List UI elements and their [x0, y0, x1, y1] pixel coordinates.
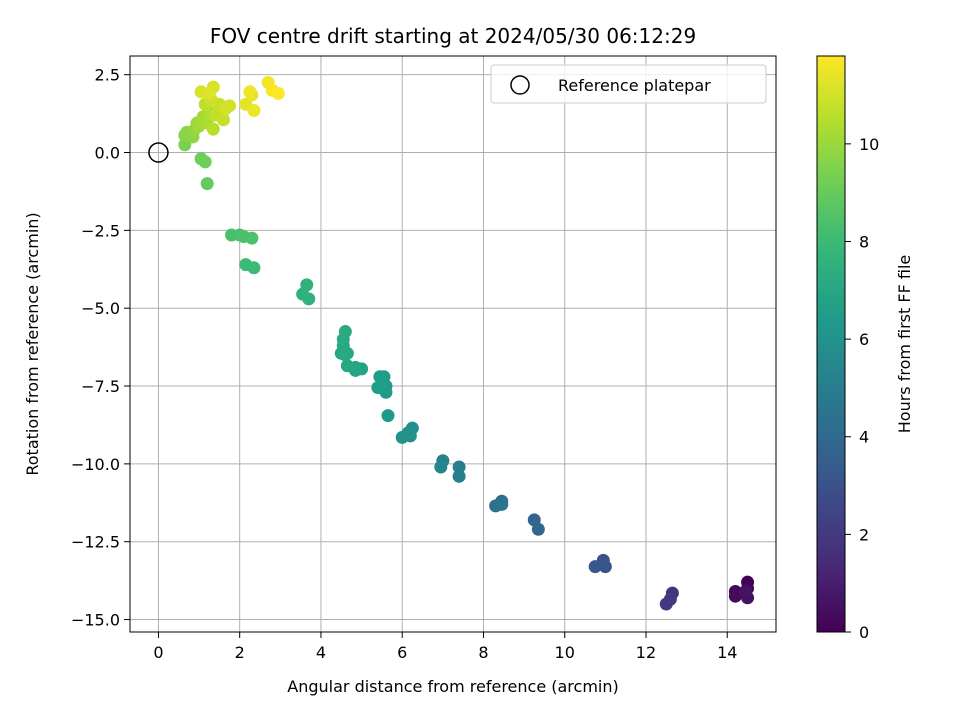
data-point [247, 261, 261, 275]
legend-entry: Reference platepar [558, 76, 711, 95]
x-axis-ticks: 0 2 4 6 8 10 12 14 [153, 632, 737, 662]
data-points [178, 75, 755, 611]
colorbar-tick-label: 0 [859, 623, 869, 642]
x-tick-label: 2 [235, 643, 245, 662]
chart-title: FOV centre drift starting at 2024/05/30 … [210, 24, 696, 48]
y-tick-label: −10.0 [71, 455, 120, 474]
data-point [223, 99, 237, 113]
data-point [202, 86, 216, 100]
colorbar [816, 55, 846, 633]
y-tick-label: −2.5 [81, 221, 120, 240]
legend: Reference platepar [490, 64, 767, 104]
data-point [588, 560, 602, 574]
x-tick-label: 6 [397, 643, 407, 662]
y-tick-label: −5.0 [81, 299, 120, 318]
data-point [245, 231, 259, 245]
colorbar-label: Hours from first FF file [895, 255, 914, 434]
data-point [495, 497, 509, 511]
data-point [381, 409, 395, 423]
data-point [206, 122, 220, 136]
data-point [200, 177, 214, 191]
data-point [452, 460, 466, 474]
colorbar-tick-label: 10 [859, 135, 879, 154]
x-tick-label: 0 [153, 643, 163, 662]
y-axis-label: Rotation from reference (arcmin) [23, 212, 42, 475]
data-point [340, 359, 354, 373]
y-tick-label: 0.0 [95, 144, 120, 163]
data-point [728, 589, 742, 603]
data-point [434, 460, 448, 474]
data-point [531, 522, 545, 536]
data-point [247, 103, 261, 117]
y-tick-label: −12.5 [71, 533, 120, 552]
grid [130, 56, 776, 632]
data-point [739, 585, 753, 599]
colorbar-tick-label: 4 [859, 428, 869, 447]
x-tick-label: 8 [478, 643, 488, 662]
y-tick-label: −15.0 [71, 611, 120, 630]
data-point [178, 138, 192, 152]
x-tick-label: 12 [636, 643, 656, 662]
data-point [338, 325, 352, 339]
colorbar-ticks: 0 2 4 6 8 10 [845, 135, 879, 642]
y-axis-ticks: 2.5 0.0 −2.5 −5.0 −7.5 −10.0 −12.5 −15.0 [71, 66, 130, 630]
colorbar-tick-label: 2 [859, 525, 869, 544]
x-tick-label: 10 [555, 643, 575, 662]
legend-marker [510, 75, 530, 95]
y-tick-label: −7.5 [81, 377, 120, 396]
data-point [338, 348, 352, 362]
data-point [375, 376, 389, 390]
data-point [452, 469, 466, 483]
data-point [401, 426, 415, 440]
x-tick-label: 4 [316, 643, 326, 662]
data-point [659, 597, 673, 611]
data-point [271, 86, 285, 100]
data-point [216, 113, 230, 127]
data-point [198, 155, 212, 169]
reference-marker [148, 142, 169, 163]
reference-point [148, 142, 169, 163]
data-point [243, 85, 257, 99]
x-axis-label: Angular distance from reference (arcmin) [287, 677, 618, 696]
legend-box [490, 64, 767, 104]
colorbar-tick-label: 8 [859, 232, 869, 251]
data-point [302, 292, 316, 306]
data-point [598, 560, 612, 574]
colorbar-tick-label: 6 [859, 330, 869, 349]
y-tick-label: 2.5 [95, 66, 120, 85]
x-tick-label: 14 [717, 643, 737, 662]
plot-frame [129, 55, 777, 633]
